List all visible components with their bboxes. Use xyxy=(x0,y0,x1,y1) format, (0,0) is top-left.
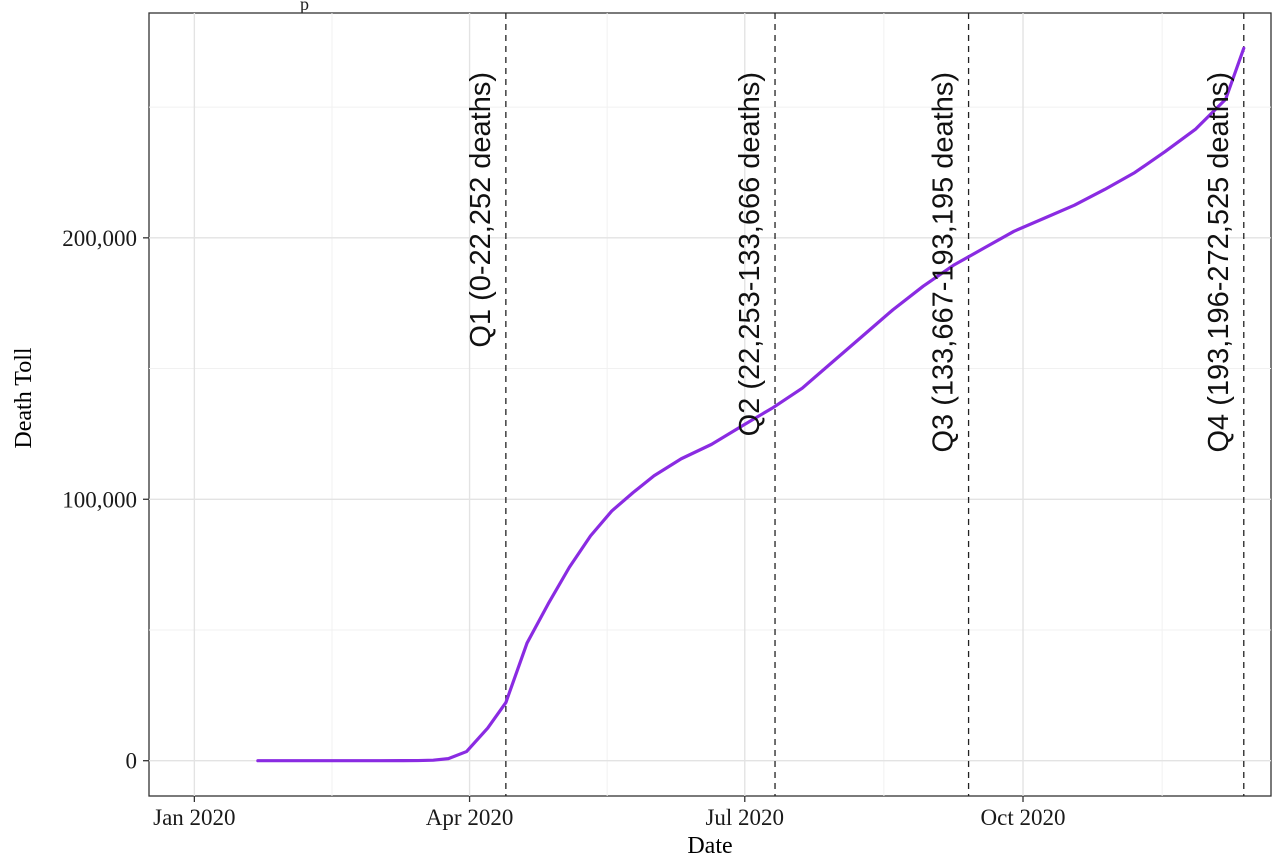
annotation-label: Q3 (133,667-193,195 deaths) xyxy=(928,72,960,453)
x-tick-label: Oct 2020 xyxy=(981,805,1066,830)
annotation-lines xyxy=(505,13,1245,796)
y-tick-label: 0 xyxy=(126,749,138,774)
x-tick-label: Jul 2020 xyxy=(705,805,784,830)
x-tick-label: Apr 2020 xyxy=(426,805,514,830)
grid-minor xyxy=(149,13,1271,796)
annotation-labels: Q1 (0-22,252 deaths) Q2 (22,253-133,666 d… xyxy=(465,72,1235,453)
annotation-label: Q2 (22,253-133,666 deaths) xyxy=(734,72,766,436)
clipped-top-text: p xyxy=(300,0,309,14)
plot-panel xyxy=(148,12,1272,797)
y-tick-label: 100,000 xyxy=(62,487,137,512)
y-tick-label: 200,000 xyxy=(62,226,137,251)
y-axis-title: Death Toll xyxy=(11,347,37,449)
series-line xyxy=(256,46,1246,763)
x-axis-title: Date xyxy=(687,833,732,859)
annotation-label: Q4 (193,196-272,525 deaths) xyxy=(1203,72,1235,453)
y-axis: 0 100,000 200,000 xyxy=(62,226,149,774)
x-axis: Jan 2020 Apr 2020 Jul 2020 Oct 2020 xyxy=(153,796,1065,830)
annotation-label: Q1 (0-22,252 deaths) xyxy=(465,72,497,348)
x-tick-label: Jan 2020 xyxy=(153,805,235,830)
